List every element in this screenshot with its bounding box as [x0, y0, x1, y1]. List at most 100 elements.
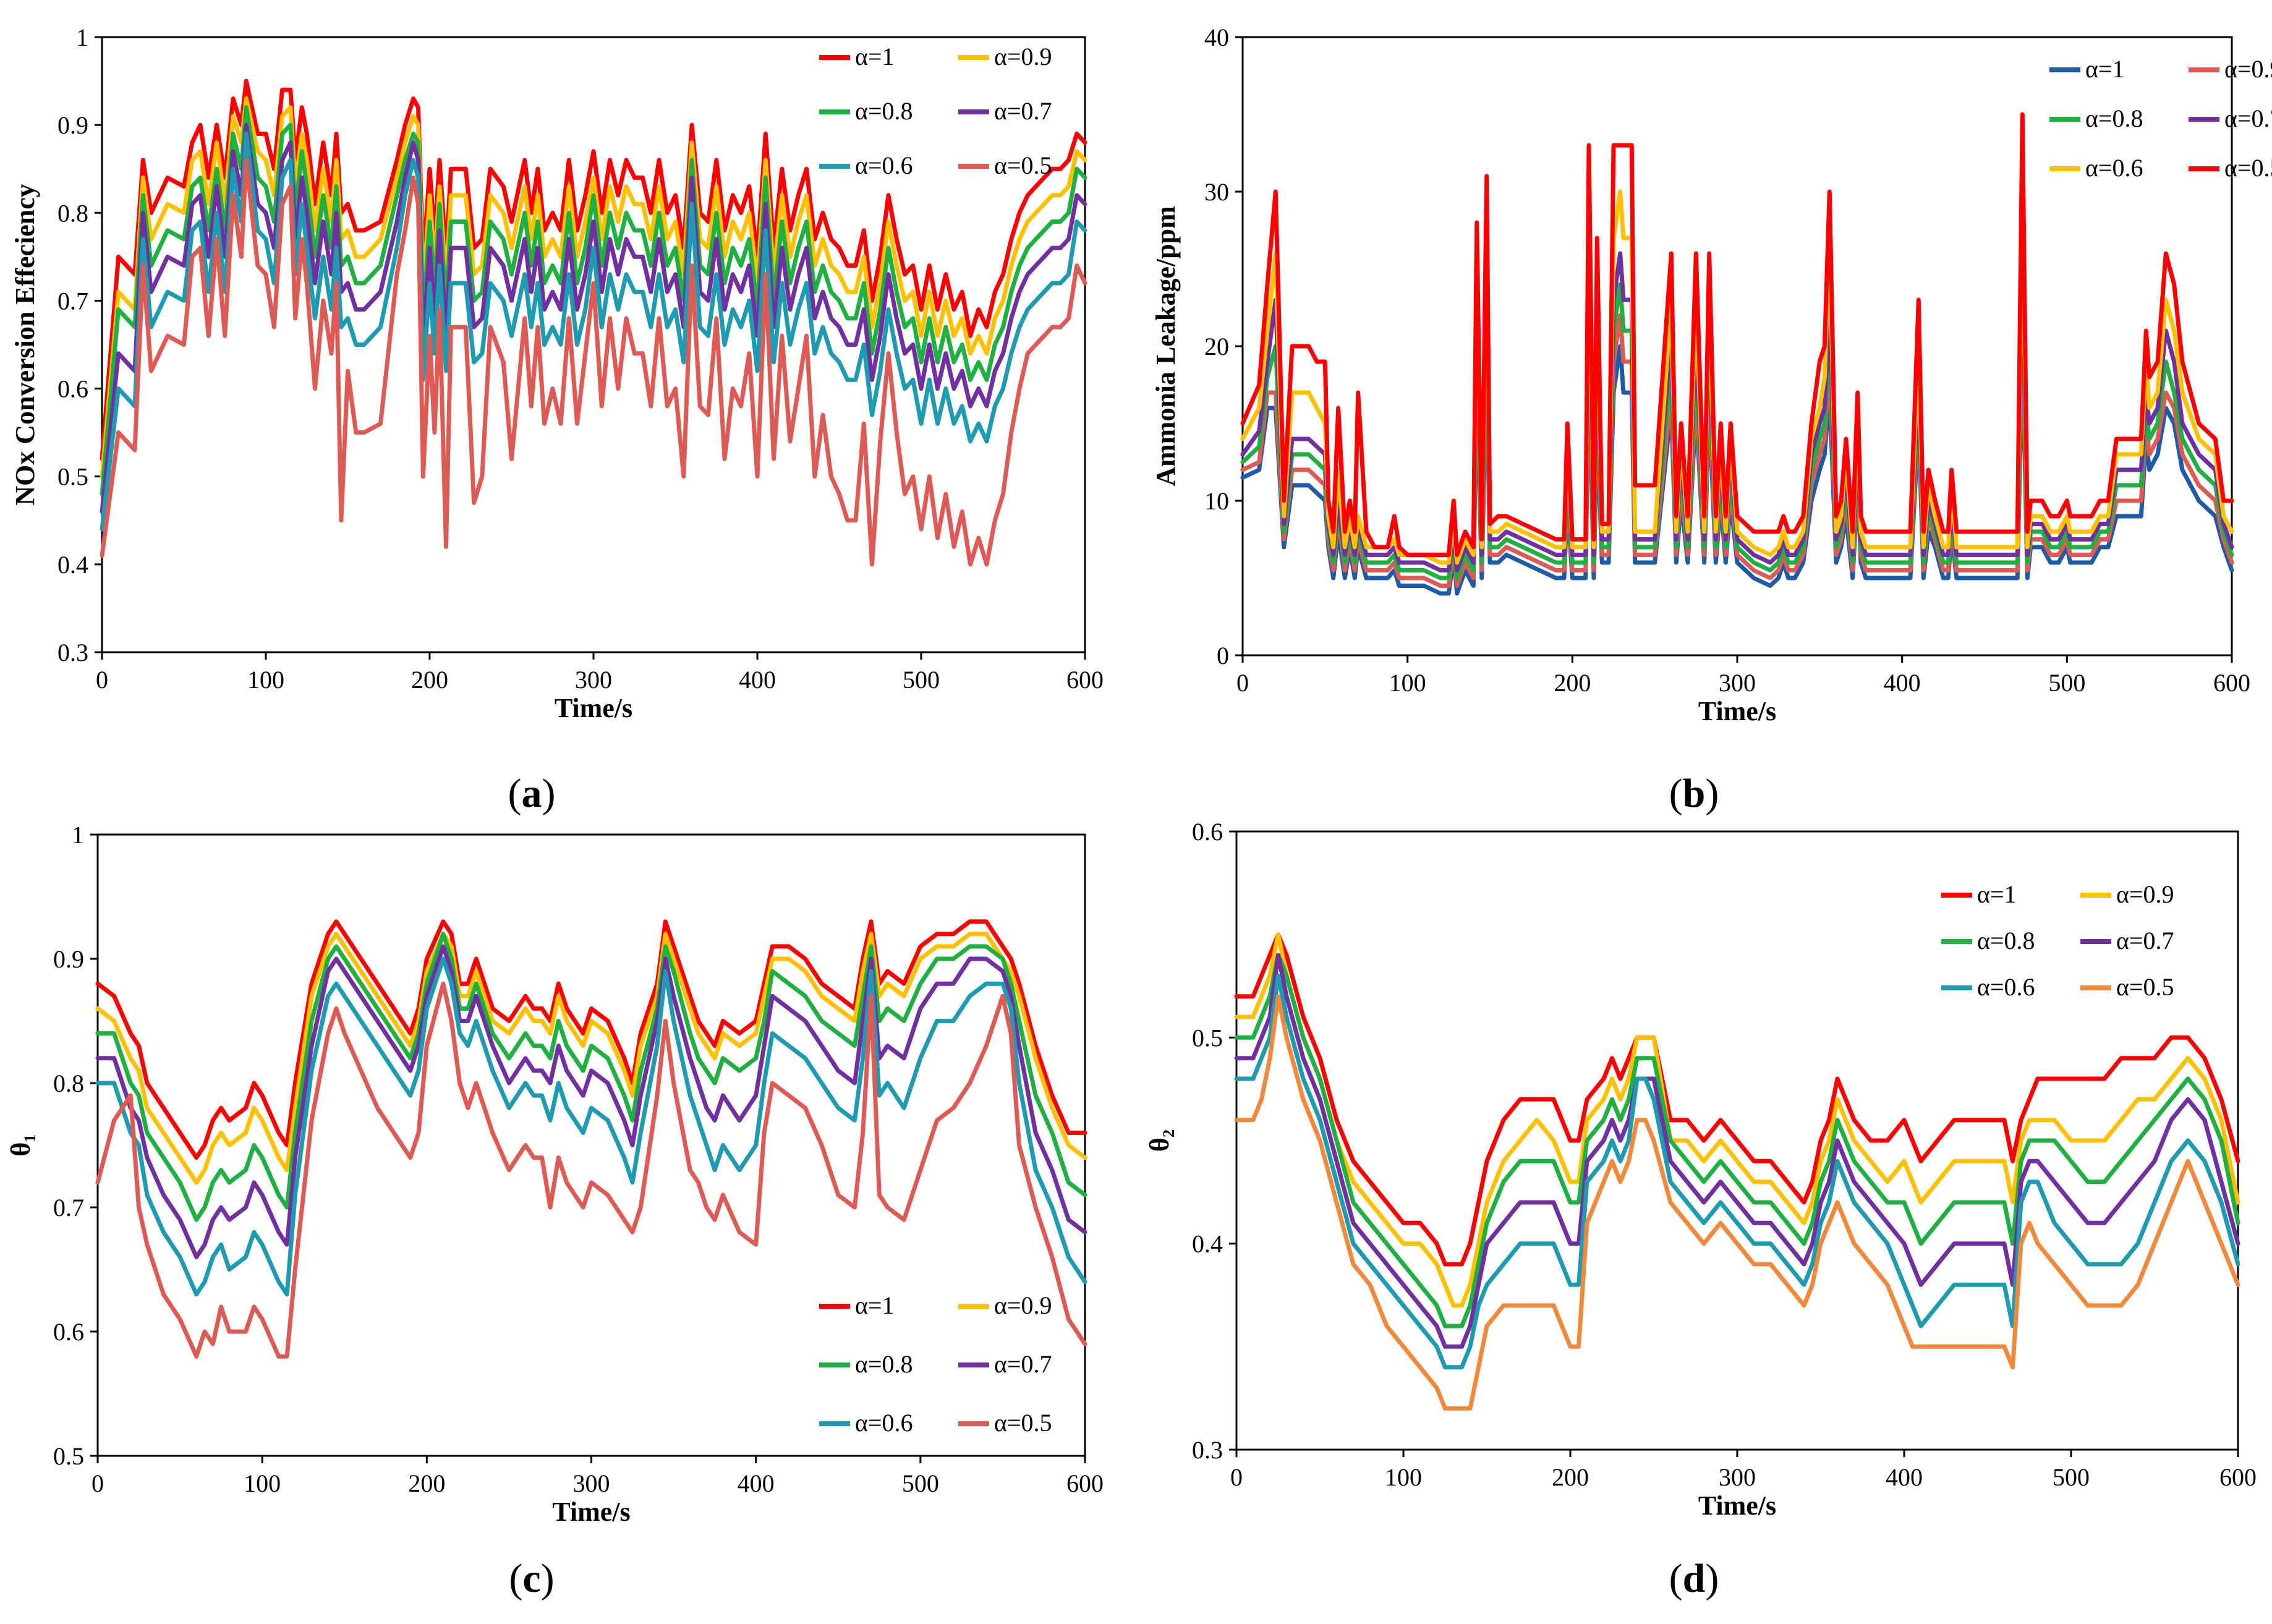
x-tick-label: 0 — [91, 1469, 104, 1497]
x-axis-title: Time/s — [1698, 1490, 1776, 1521]
legend-label: α=0.8 — [2085, 104, 2143, 132]
y-tick-label: 0.7 — [57, 287, 88, 315]
x-tick-label: 100 — [244, 1469, 281, 1497]
y-axis-title: NOx Conversion Effeciency — [10, 184, 40, 506]
chart-panel-b: 0 100 200 300 400 500 600 0 10 20 30 40 Time/s Ammoni… — [1151, 23, 2272, 726]
x-tick-label: 500 — [902, 1469, 939, 1497]
x-tick-label: 200 — [411, 666, 448, 694]
x-tick-label: 300 — [1719, 669, 1756, 697]
series-line — [95, 944, 1087, 1259]
legend-label: α=0.8 — [1977, 927, 2035, 954]
x-tick-label: 200 — [1552, 1463, 1589, 1491]
y-tick-label: 0.4 — [1192, 1230, 1223, 1258]
x-tick-label: 200 — [408, 1469, 445, 1497]
series-line — [1240, 344, 2234, 596]
legend-label: α=0.9 — [994, 1291, 1052, 1319]
y-tick-label: 0.4 — [57, 551, 88, 579]
y-tick-label: 0.9 — [53, 945, 84, 973]
y-tick-label: 0.9 — [57, 111, 88, 139]
series-line — [1234, 932, 2240, 1267]
y-tick-label: 0.7 — [53, 1194, 84, 1222]
y-tick-label: 1 — [76, 23, 88, 51]
legend-label: α=1 — [855, 43, 895, 70]
y-tick-label: 30 — [1204, 178, 1229, 206]
y-tick-label: 0.8 — [57, 199, 88, 227]
series-line — [95, 956, 1087, 1297]
series-line — [1234, 932, 2240, 1308]
x-tick-label: 300 — [573, 1469, 610, 1497]
x-tick-label: 100 — [1389, 669, 1426, 697]
series-line — [1234, 953, 2240, 1349]
y-axis-title: θ₁ — [6, 1134, 36, 1156]
chart-panel-d: 0 100 200 300 400 500 600 0.3 0.4 0.5 0.6 Time/s θ₂ α… — [1144, 818, 2257, 1521]
y-tick-label: 0.5 — [57, 463, 88, 491]
y-tick-label: 0.6 — [57, 375, 88, 403]
legend-label: α=0.8 — [855, 97, 913, 125]
y-axis-title: θ₂ — [1144, 1129, 1175, 1152]
x-tick-label: 300 — [575, 666, 612, 694]
x-tick-label: 400 — [1886, 1463, 1923, 1491]
legend-label: α=0.6 — [2085, 154, 2143, 182]
x-tick-label: 500 — [2053, 1463, 2090, 1491]
x-tick-label: 600 — [1066, 1469, 1104, 1497]
legend-label: α=0.6 — [855, 151, 913, 179]
x-tick-label: 500 — [903, 666, 940, 694]
y-axis-title: Ammonia Leakage/ppm — [1151, 206, 1181, 486]
series-line — [95, 981, 1087, 1359]
x-tick-label: 600 — [1066, 666, 1104, 694]
x-tick-label: 500 — [2048, 669, 2085, 697]
legend-label: α=0.7 — [994, 97, 1052, 125]
x-tick-label: 200 — [1554, 669, 1591, 697]
series-line — [1240, 313, 2234, 588]
chart-panel-a: 0 100 200 300 400 500 600 0.3 0.4 0.5 0.6 0.7 0.8 0.9… — [10, 23, 1104, 723]
y-tick-label: 0.5 — [1192, 1024, 1223, 1052]
series-line — [95, 932, 1087, 1185]
y-tick-label: 0.3 — [1192, 1436, 1223, 1464]
y-tick-label: 0.6 — [1192, 818, 1223, 846]
legend-label: α=1 — [1977, 880, 2017, 908]
series-line — [1234, 994, 2240, 1411]
series-line — [1240, 282, 2234, 580]
x-tick-label: 600 — [2219, 1463, 2257, 1491]
y-tick-label: 0.8 — [53, 1069, 84, 1097]
x-tick-label: 600 — [2213, 669, 2250, 697]
legend-label: α=0.8 — [855, 1350, 913, 1378]
panel-label-d: (d) — [1669, 1556, 1719, 1601]
x-tick-label: 400 — [1884, 669, 1921, 697]
x-tick-label: 100 — [1385, 1463, 1422, 1491]
series-line — [1234, 973, 2240, 1370]
plot-frame — [96, 833, 1086, 1457]
series-line — [1240, 174, 2234, 565]
x-axis-title: Time/s — [555, 693, 632, 723]
x-tick-label: 0 — [96, 666, 108, 694]
series-line — [1240, 112, 2234, 557]
series-line — [95, 932, 1087, 1222]
chart-panel-c: 0 100 200 300 400 500 600 0.5 0.6 0.7 0.8 0.9 1 Time/… — [6, 821, 1104, 1527]
y-tick-label: 10 — [1204, 487, 1229, 515]
x-tick-label: 0 — [1236, 669, 1249, 697]
series-line — [95, 919, 1087, 1160]
legend-label: α=0.5 — [2224, 154, 2272, 182]
panel-label-c: (c) — [509, 1556, 554, 1601]
y-tick-label: 1 — [72, 821, 84, 849]
y-tick-label: 20 — [1204, 333, 1229, 360]
legend-label: α=0.6 — [1977, 973, 2035, 1001]
legend-label: α=0.9 — [2116, 880, 2174, 908]
x-tick-label: 0 — [1230, 1463, 1243, 1491]
panel-label-a: (a) — [508, 771, 556, 816]
y-tick-label: 0.3 — [57, 639, 88, 666]
legend-label: α=0.7 — [994, 1350, 1052, 1378]
legend-label: α=1 — [2085, 55, 2125, 83]
x-axis-title: Time/s — [1698, 696, 1776, 726]
legend-label: α=0.7 — [2116, 927, 2174, 954]
legend-label: α=0.5 — [994, 151, 1052, 179]
x-axis-title: Time/s — [552, 1497, 630, 1527]
legend-label: α=0.9 — [2224, 55, 2272, 83]
y-tick-label: 40 — [1204, 23, 1229, 51]
y-tick-label: 0 — [1217, 642, 1229, 670]
y-tick-label: 0.6 — [53, 1318, 84, 1346]
y-tick-label: 0.5 — [53, 1442, 84, 1470]
legend-label: α=0.7 — [2224, 104, 2272, 132]
x-tick-label: 100 — [247, 666, 284, 694]
